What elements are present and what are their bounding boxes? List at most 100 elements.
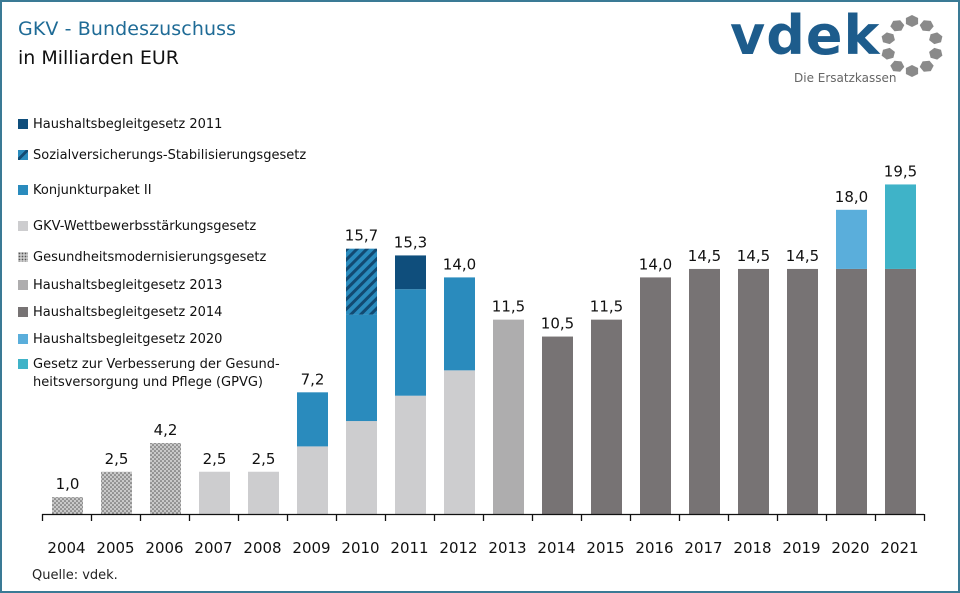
bar-segment-2005-0 <box>101 471 132 514</box>
legend-swatch-icon <box>18 334 28 344</box>
logo-ring-segment <box>881 32 895 45</box>
legend-swatch-icon <box>18 252 28 262</box>
legend-label: Konjunkturpaket II <box>33 183 152 198</box>
logo-ring-segment <box>919 60 934 72</box>
source-note: Quelle: vdek. <box>32 568 118 583</box>
legend-item: Sozialversicherungs-Stabilisierungsgeset… <box>18 147 306 165</box>
x-tick-label-2010: 2010 <box>341 539 379 557</box>
bar-segment-2021-8 <box>885 184 916 269</box>
bar-segment-2004-0 <box>52 497 83 514</box>
logo-ring-segment <box>890 20 905 32</box>
logo-wordmark: vdek <box>730 4 881 67</box>
vdek-logo: vdek Die Ersatzkassen <box>730 4 950 92</box>
x-tick-label-2011: 2011 <box>390 539 428 557</box>
data-label-2005: 2,5 <box>105 450 129 468</box>
x-tick-label-2012: 2012 <box>439 539 477 557</box>
x-tick-label-2019: 2019 <box>782 539 820 557</box>
x-tick-label-2017: 2017 <box>684 539 722 557</box>
bar-segment-2013-5 <box>493 319 524 514</box>
logo-ring-segment <box>890 60 905 72</box>
data-label-2013: 11,5 <box>492 298 525 316</box>
logo-ring-segment <box>929 32 943 45</box>
x-tick-label-2005: 2005 <box>96 539 134 557</box>
legend-item: Gesetz zur Verbesserung der Gesund-heits… <box>18 356 280 392</box>
data-label-2007: 2,5 <box>203 450 227 468</box>
x-tick-label-2004: 2004 <box>47 539 85 557</box>
logo-ring-segment <box>881 47 895 60</box>
legend-swatch-icon <box>18 185 28 195</box>
x-tick-label-2008: 2008 <box>243 539 281 557</box>
data-label-2018: 14,5 <box>737 247 770 265</box>
data-label-2014: 10,5 <box>541 315 574 333</box>
logo-tagline: Die Ersatzkassen <box>794 71 897 85</box>
bar-segment-2010-3 <box>346 248 377 315</box>
x-tick-label-2007: 2007 <box>194 539 232 557</box>
x-tick-label-2016: 2016 <box>635 539 673 557</box>
x-tick-label-2020: 2020 <box>831 539 869 557</box>
data-label-2015: 11,5 <box>590 298 623 316</box>
logo-ring-segment <box>905 15 919 27</box>
x-tick-label-2018: 2018 <box>733 539 771 557</box>
data-label-2019: 14,5 <box>786 247 819 265</box>
bar-segment-2010-2 <box>346 314 377 422</box>
x-tick-label-2006: 2006 <box>145 539 183 557</box>
legend-label: Gesundheitsmodernisierungsgesetz <box>33 250 267 265</box>
bar-segment-2006-0 <box>150 443 181 514</box>
data-label-2009: 7,2 <box>301 370 325 388</box>
legend-label: Gesetz zur Verbesserung der Gesund-heits… <box>33 357 280 390</box>
bar-segment-2009-2 <box>297 392 328 447</box>
logo-ring-segment <box>919 20 934 32</box>
legend-swatch-icon <box>18 359 28 369</box>
data-label-2004: 1,0 <box>56 475 80 493</box>
legend-label: GKV-Wettbewerbsstärkungsgesetz <box>33 219 257 234</box>
legend-item: Konjunkturpaket II <box>18 182 152 200</box>
data-label-2016: 14,0 <box>639 255 672 273</box>
bar-segment-2018-6 <box>738 268 769 514</box>
data-label-2017: 14,5 <box>688 247 721 265</box>
legend-item: Haushaltsbegleitgesetz 2011 <box>18 116 222 134</box>
logo-ring-segment <box>905 65 919 77</box>
x-tick-label-2021: 2021 <box>880 539 918 557</box>
legend-item: Haushaltsbegleitgesetz 2014 <box>18 304 222 322</box>
x-tick-label-2015: 2015 <box>586 539 624 557</box>
bar-segment-2014-6 <box>542 336 573 514</box>
legend-item: Gesundheitsmodernisierungsgesetz <box>18 249 266 267</box>
bar-segment-2020-7 <box>836 209 867 269</box>
bar-segment-2012-2 <box>444 277 475 371</box>
legend-item: GKV-Wettbewerbsstärkungsgesetz <box>18 218 256 236</box>
data-label-2008: 2,5 <box>252 450 276 468</box>
bar-segment-2015-6 <box>591 319 622 514</box>
data-label-2020: 18,0 <box>835 188 868 206</box>
dotted-ring-icon <box>881 15 943 77</box>
data-label-2011: 15,3 <box>394 233 427 251</box>
data-label-2021: 19,5 <box>884 162 917 180</box>
chart-subtitle: in Milliarden EUR <box>18 47 179 69</box>
legend-swatch-icon <box>18 150 28 160</box>
bar-segment-2007-1 <box>199 471 230 514</box>
chart-title: GKV - Bundeszuschuss <box>18 18 237 40</box>
data-label-2010: 15,7 <box>345 227 378 245</box>
legend-item: Haushaltsbegleitgesetz 2013 <box>18 277 222 295</box>
x-tick-label-2009: 2009 <box>292 539 330 557</box>
bar-segment-2016-6 <box>640 277 671 514</box>
legend-label: Haushaltsbegleitgesetz 2020 <box>33 332 223 347</box>
x-tick-label-2013: 2013 <box>488 539 526 557</box>
legend-item: Haushaltsbegleitgesetz 2020 <box>18 331 222 349</box>
bar-segment-2011-4 <box>395 255 426 290</box>
bar-segment-2011-2 <box>395 289 426 396</box>
bar-segment-2017-6 <box>689 268 720 514</box>
bar-segment-2010-1 <box>346 421 377 514</box>
legend-swatch-icon <box>18 221 28 231</box>
legend-swatch-icon <box>18 307 28 317</box>
legend-swatch-icon <box>18 280 28 290</box>
data-label-2012: 14,0 <box>443 255 476 273</box>
bar-segment-2011-1 <box>395 395 426 514</box>
bar-segment-2021-6 <box>885 268 916 514</box>
bar-segment-2008-1 <box>248 471 279 514</box>
logo-ring-segment <box>929 47 943 60</box>
legend-label: Haushaltsbegleitgesetz 2013 <box>33 278 223 293</box>
legend-label: Sozialversicherungs-Stabilisierungsgeset… <box>33 148 307 163</box>
x-tick-label-2014: 2014 <box>537 539 575 557</box>
